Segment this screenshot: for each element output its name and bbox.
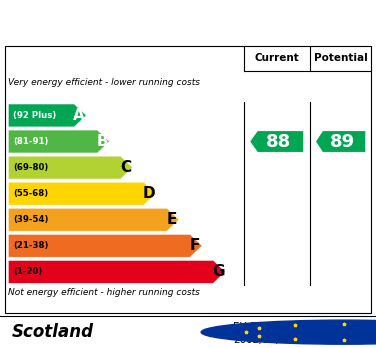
Text: B: B <box>97 134 108 149</box>
Text: (21-38): (21-38) <box>13 241 48 250</box>
Text: Not energy efficient - higher running costs: Not energy efficient - higher running co… <box>8 287 200 296</box>
Text: 2002/91/EC: 2002/91/EC <box>233 335 294 345</box>
Text: G: G <box>212 264 224 279</box>
Polygon shape <box>8 234 202 257</box>
Text: 89: 89 <box>330 133 355 151</box>
Text: Potential: Potential <box>314 53 367 63</box>
Text: A: A <box>73 108 85 123</box>
Polygon shape <box>8 156 133 179</box>
Text: EU Directive: EU Directive <box>233 322 297 332</box>
Text: (55-68): (55-68) <box>13 189 48 198</box>
Text: C: C <box>120 160 131 175</box>
Polygon shape <box>8 104 86 127</box>
Circle shape <box>201 320 376 344</box>
Text: Current: Current <box>254 53 299 63</box>
Text: (69-80): (69-80) <box>13 163 48 172</box>
Text: D: D <box>142 186 155 201</box>
Text: Very energy efficient - lower running costs: Very energy efficient - lower running co… <box>8 78 200 87</box>
Text: (1-20): (1-20) <box>13 267 42 276</box>
Text: E: E <box>167 212 177 227</box>
Text: F: F <box>190 238 200 253</box>
Text: (92 Plus): (92 Plus) <box>13 111 56 120</box>
Text: Scotland: Scotland <box>11 323 93 341</box>
Polygon shape <box>8 208 179 231</box>
Text: Energy Efficiency Rating: Energy Efficiency Rating <box>53 12 323 31</box>
Polygon shape <box>8 260 225 283</box>
Polygon shape <box>250 131 303 152</box>
Text: (39-54): (39-54) <box>13 215 48 224</box>
Polygon shape <box>8 130 109 153</box>
Text: 88: 88 <box>266 133 291 151</box>
Polygon shape <box>316 131 365 152</box>
Text: (81-91): (81-91) <box>13 137 48 146</box>
Polygon shape <box>8 182 156 205</box>
